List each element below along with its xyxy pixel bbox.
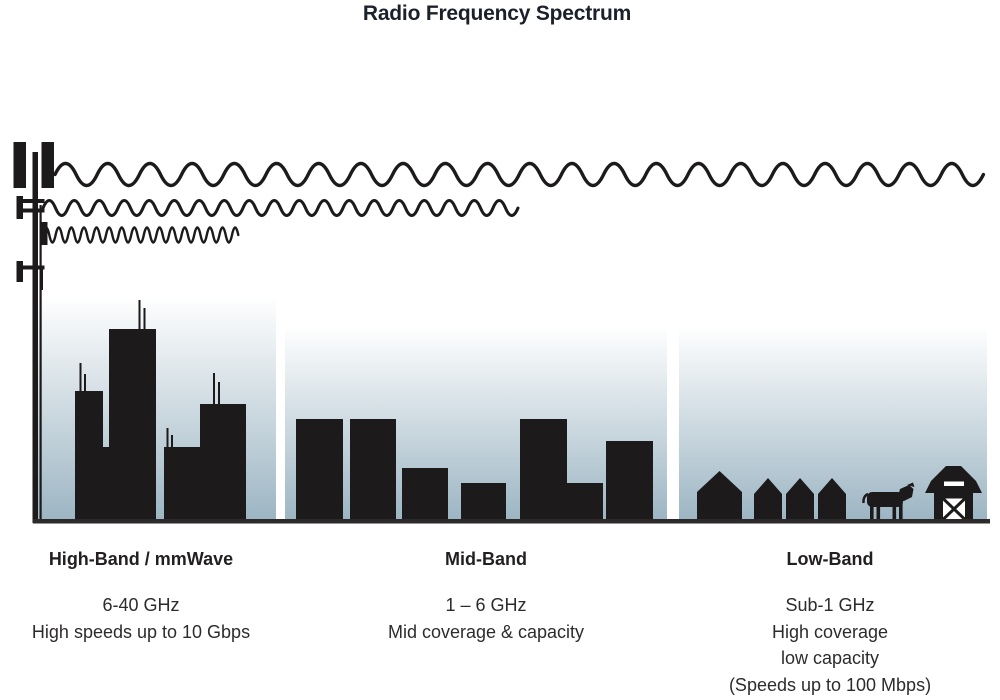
band-description: High speeds up to 10 Gbps [31,621,251,642]
house-icon [818,478,846,521]
cow-icon [862,482,915,519]
band-description: (Speeds up to 100 Mbps) [728,674,932,695]
band-frequency: 1 – 6 GHz [445,595,527,615]
short-wave-icon [41,226,240,244]
skyscraper-city-icon [75,300,246,521]
band-frequency: Sub-1 GHz [785,595,875,615]
band-description: High coverage [771,621,889,642]
ground-line [33,519,990,524]
band-description: Mid coverage & capacity [387,621,585,642]
medium-wave-icon [41,199,520,217]
band-heading: Mid-Band [445,549,527,569]
high-band-label: High-Band / mmWave 6-40 GHz High speeds … [1,549,281,645]
house-icon [786,478,814,521]
midrise-buildings-icon [296,419,653,521]
house-icon [697,471,742,521]
house-icon [754,478,782,521]
long-wave-icon [53,161,986,188]
low-band-label: Low-Band Sub-1 GHz High coverage low cap… [690,549,970,698]
band-description: low capacity [780,648,880,668]
band-heading: High-Band / mmWave [48,549,234,569]
spectrum-illustration [13,142,990,524]
band-heading: Low-Band [786,549,874,569]
band-frequency: 6-40 GHz [102,595,180,615]
diagram-title: Radio Frequency Spectrum [362,2,632,25]
mid-band-label: Mid-Band 1 – 6 GHz Mid coverage & capaci… [346,549,626,645]
